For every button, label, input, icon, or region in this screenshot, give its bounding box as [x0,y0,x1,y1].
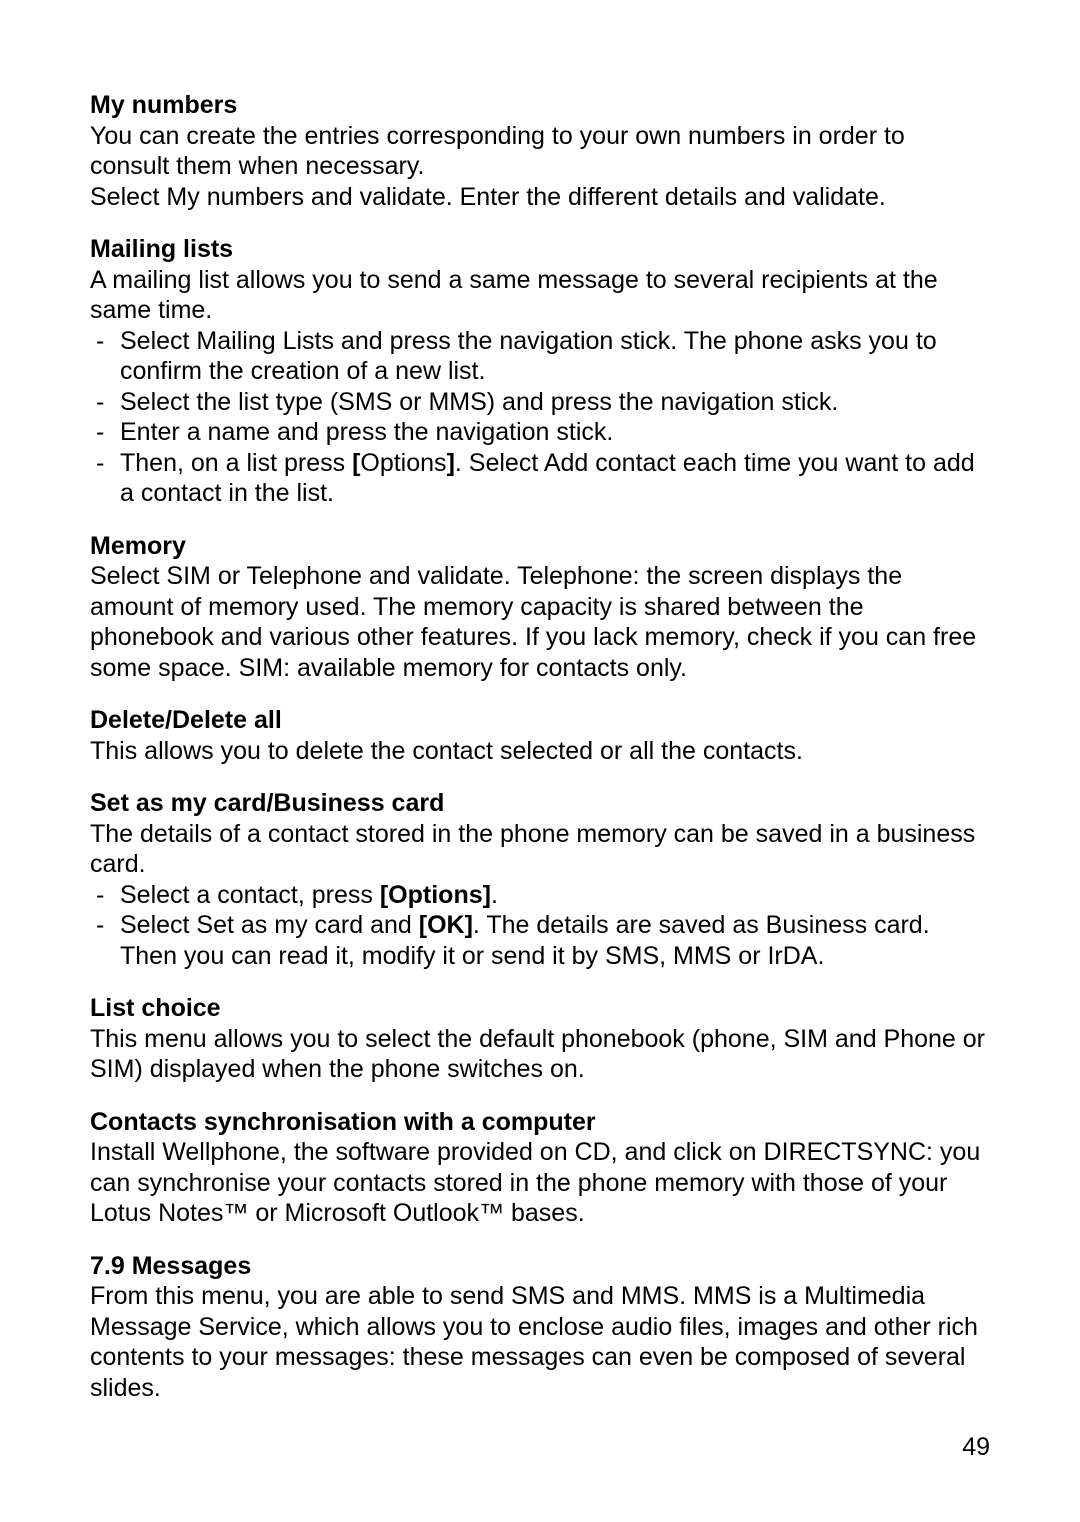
section-memory: Memory Select SIM or Telephone and valid… [90,531,990,684]
section-list-choice: List choice This menu allows you to sele… [90,993,990,1085]
heading-memory: Memory [90,531,990,562]
section-my-numbers: My numbers You can create the entries co… [90,90,990,212]
page-number: 49 [962,1432,990,1463]
text-fragment: Select a contact, press [120,881,380,909]
text-fragment-bold: [Options] [380,881,491,909]
text-fragment: Options [360,449,446,477]
list-item: Select a contact, press [Options]. [90,880,990,911]
text-mailing-lists-intro: A mailing list allows you to send a same… [90,265,990,326]
section-business-card: Set as my card/Business card The details… [90,788,990,971]
list-item-text: Select Mailing Lists and press the navig… [120,327,937,386]
text-list-choice: This menu allows you to select the defau… [90,1024,990,1085]
text-memory: Select SIM or Telephone and validate. Te… [90,561,990,683]
list-business-card: Select a contact, press [Options]. Selec… [90,880,990,972]
list-item-text: Select Set as my card and [OK]. The deta… [120,911,930,970]
text-my-numbers-1: You can create the entries corresponding… [90,121,990,182]
list-mailing-lists: Select Mailing Lists and press the navig… [90,326,990,509]
text-fragment-bold: ] [447,449,455,477]
list-item: Enter a name and press the navigation st… [90,417,990,448]
text-delete: This allows you to delete the contact se… [90,736,990,767]
text-fragment: . [491,881,498,909]
heading-delete: Delete/Delete all [90,705,990,736]
text-fragment: Then, on a list press [120,449,352,477]
text-fragment-bold: [OK] [419,911,473,939]
list-item-text: Enter a name and press the navigation st… [120,418,613,446]
heading-my-numbers: My numbers [90,90,990,121]
section-mailing-lists: Mailing lists A mailing list allows you … [90,234,990,509]
manual-page: My numbers You can create the entries co… [0,0,1080,1522]
list-item: Select Mailing Lists and press the navig… [90,326,990,387]
section-messages: 7.9 Messages From this menu, you are abl… [90,1251,990,1404]
list-item-text: Then, on a list press [Options]. Select … [120,449,975,508]
list-item: Select the list type (SMS or MMS) and pr… [90,387,990,418]
list-item-text: Select the list type (SMS or MMS) and pr… [120,388,838,416]
section-contacts-sync: Contacts synchronisation with a computer… [90,1107,990,1229]
text-my-numbers-2: Select My numbers and validate. Enter th… [90,182,990,213]
heading-contacts-sync: Contacts synchronisation with a computer [90,1107,990,1138]
list-item: Then, on a list press [Options]. Select … [90,448,990,509]
text-fragment: Select Set as my card and [120,911,419,939]
text-messages: From this menu, you are able to send SMS… [90,1281,990,1403]
heading-mailing-lists: Mailing lists [90,234,990,265]
section-delete: Delete/Delete all This allows you to del… [90,705,990,766]
list-item: Select Set as my card and [OK]. The deta… [90,910,990,971]
heading-business-card: Set as my card/Business card [90,788,990,819]
heading-list-choice: List choice [90,993,990,1024]
list-item-text: Select a contact, press [Options]. [120,881,498,909]
text-contacts-sync: Install Wellphone, the software provided… [90,1137,990,1229]
text-business-card-intro: The details of a contact stored in the p… [90,819,990,880]
heading-messages: 7.9 Messages [90,1251,990,1282]
